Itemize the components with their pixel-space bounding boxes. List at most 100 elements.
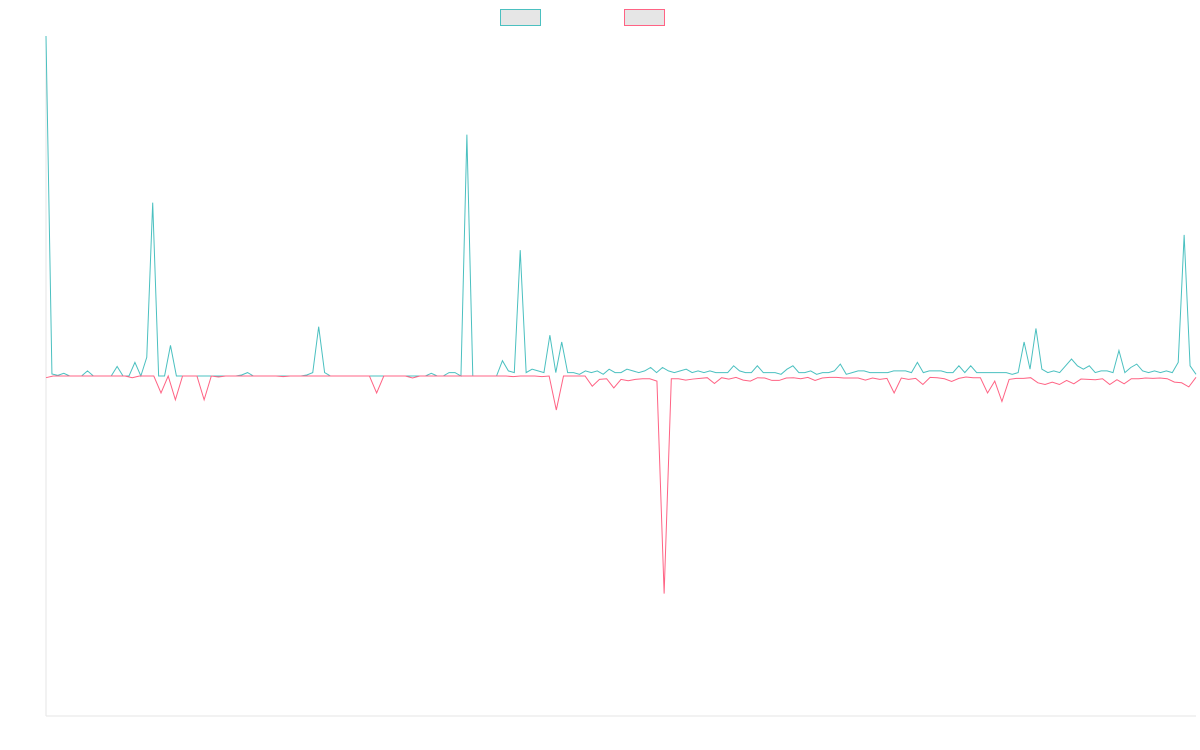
series-1-point <box>241 374 242 375</box>
series-2-point <box>125 376 126 377</box>
series-1-point <box>538 370 539 371</box>
series-2-point <box>843 378 844 379</box>
series-2-point <box>793 377 794 378</box>
legend-swatch-series-1[interactable] <box>500 9 541 26</box>
series-2-point <box>764 378 765 379</box>
series-2-point <box>714 383 715 384</box>
series-1-point <box>579 374 580 375</box>
series-2-point <box>980 377 981 378</box>
series-2-point <box>958 378 959 379</box>
series-1-point <box>1136 364 1137 365</box>
series-2-point <box>872 378 873 379</box>
series-2-point <box>606 378 607 379</box>
series-2-point <box>994 381 995 382</box>
series-1-point <box>591 372 592 373</box>
series-2-point <box>319 376 320 377</box>
series-1-point <box>561 342 562 343</box>
series-2-point <box>1131 378 1132 379</box>
series-1-point <box>170 345 171 346</box>
series-1-point <box>1047 372 1048 373</box>
series-2-point <box>894 393 895 394</box>
series-1-point <box>905 370 906 371</box>
series-2-point <box>1160 378 1161 379</box>
series-1-point <box>372 376 373 377</box>
series-2-point <box>1052 382 1053 383</box>
series-2-point <box>304 376 305 377</box>
series-2-point <box>276 376 277 377</box>
series-1-point <box>692 372 693 373</box>
series-1-point <box>721 372 722 373</box>
series-2-point <box>987 393 988 394</box>
series-2-point <box>700 378 701 379</box>
series-2-point <box>1109 384 1110 385</box>
series-1-point <box>87 370 88 371</box>
series-1-point <box>952 372 953 373</box>
series-1-point <box>1000 372 1001 373</box>
series-1-point <box>377 376 378 377</box>
series-1-point <box>1089 365 1090 366</box>
series-1-point <box>763 372 764 373</box>
series-1-point <box>247 372 248 373</box>
series-1-point <box>134 362 135 363</box>
series-1-point <box>318 326 319 327</box>
series-2-point <box>189 376 190 377</box>
legend-swatch-series-2[interactable] <box>624 9 665 26</box>
series-2-point <box>527 376 528 377</box>
series-2-point <box>283 376 284 377</box>
series-1-point <box>828 372 829 373</box>
series-2-point <box>117 376 118 377</box>
series-2-point <box>1037 382 1038 383</box>
series-1-point <box>887 372 888 373</box>
series-2-point <box>908 379 909 380</box>
series-2-point <box>771 380 772 381</box>
series-2-point <box>649 378 650 379</box>
series-2-point <box>1124 383 1125 384</box>
series-1-point <box>1035 328 1036 329</box>
series-1-point <box>1172 372 1173 373</box>
series-2-point <box>1016 378 1017 379</box>
series-1-point <box>1190 365 1191 366</box>
series-2-point <box>886 378 887 379</box>
series-1-point <box>1012 374 1013 375</box>
series-1-point <box>709 370 710 371</box>
series-1-point <box>917 362 918 363</box>
series-1-point <box>715 372 716 373</box>
series-2-point <box>563 376 564 377</box>
series-2-point <box>168 376 169 377</box>
series-2-point <box>60 376 61 377</box>
series-2-point <box>800 378 801 379</box>
series-1-point <box>935 370 936 371</box>
series-2-point <box>613 387 614 388</box>
series-2-point <box>1023 378 1024 379</box>
series-2-point <box>232 376 233 377</box>
axes <box>45 36 1196 717</box>
series-2-point <box>506 376 507 377</box>
series-1-point <box>1107 370 1108 371</box>
series-1-point <box>982 372 983 373</box>
series-1-point <box>1053 370 1054 371</box>
series-1-point <box>1077 365 1078 366</box>
series-1-point <box>644 370 645 371</box>
series-2-point <box>577 376 578 377</box>
series-1-point <box>1154 370 1155 371</box>
series-1-point <box>549 335 550 336</box>
series-1-point <box>1065 365 1066 366</box>
series-2-point <box>570 376 571 377</box>
series-2-point <box>103 376 104 377</box>
series-2-point <box>685 380 686 381</box>
series-1-point <box>947 372 948 373</box>
series-1-point <box>1030 369 1031 370</box>
series-1-point <box>585 370 586 371</box>
series-1-point <box>798 372 799 373</box>
series-2-point <box>779 380 780 381</box>
series-2-point <box>728 379 729 380</box>
series-2-point <box>621 379 622 380</box>
series-1-point <box>775 372 776 373</box>
series-1-point <box>1130 367 1131 368</box>
series-2-point <box>1030 377 1031 378</box>
series-2-point <box>851 378 852 379</box>
series-1-point <box>1148 372 1149 373</box>
series-1-point <box>1024 342 1025 343</box>
series-2-point <box>462 376 463 377</box>
series-1-point <box>1006 372 1007 373</box>
